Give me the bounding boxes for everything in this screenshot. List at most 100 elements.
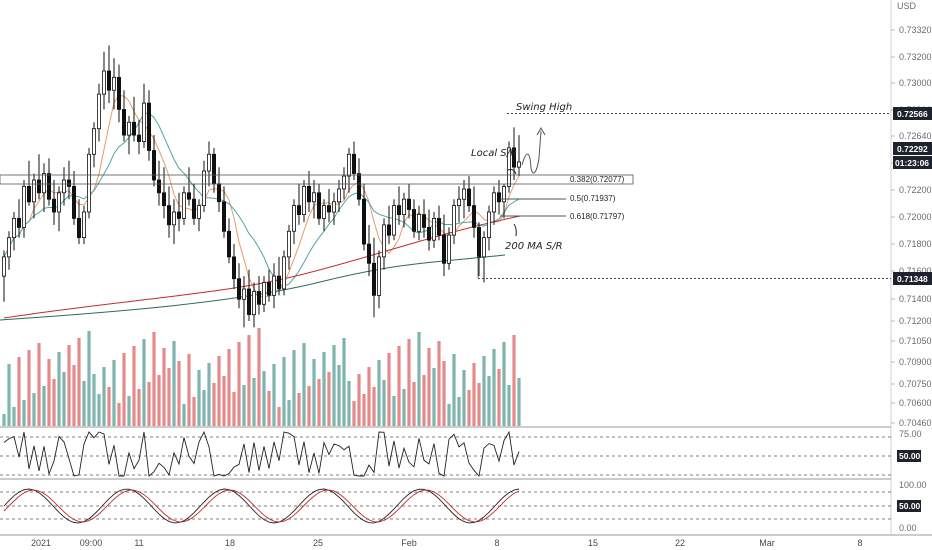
volume-bar <box>212 383 216 426</box>
volume-bar <box>277 407 281 426</box>
price-tick-label: 0.72000 <box>899 212 932 222</box>
candle-body <box>461 188 466 200</box>
candle-body <box>471 205 476 228</box>
candle-body <box>296 205 301 216</box>
volume-bar <box>152 332 156 426</box>
projection-arrowhead <box>536 126 546 136</box>
volume-bar <box>2 414 6 426</box>
volume-bar <box>377 360 381 426</box>
candle-body <box>11 217 16 238</box>
price-tick-label: 0.71400 <box>899 294 932 304</box>
candle-body <box>102 70 107 95</box>
candle-body <box>191 198 196 219</box>
candle-body <box>301 185 306 215</box>
candle-body <box>321 205 326 219</box>
price-tick-label: 0.72200 <box>899 185 932 195</box>
volume-bar <box>417 332 421 426</box>
volume-bar <box>452 354 456 426</box>
volume-bar <box>257 328 261 426</box>
candle-body <box>336 188 341 203</box>
fib-label-0382: 0.382(0.72077) <box>570 175 625 184</box>
volume-bar <box>422 375 426 426</box>
candle-body <box>32 179 37 203</box>
volume-bar <box>427 348 431 426</box>
volume-bar <box>192 397 196 426</box>
candle-body <box>376 256 381 296</box>
annotation-swing-high: Swing High <box>516 102 572 113</box>
candle-body <box>396 205 401 216</box>
volume-bar <box>382 380 386 426</box>
candle-body <box>87 153 92 213</box>
price-tick-label: 0.71800 <box>899 239 932 249</box>
candle-body <box>391 205 396 236</box>
volume-bar <box>237 342 241 426</box>
candle-body <box>401 198 406 215</box>
volume-bar <box>432 368 436 426</box>
volume-bar <box>232 392 236 426</box>
price-tick-label: 0.73320 <box>899 25 932 35</box>
candle-body <box>446 234 451 264</box>
price-tick-label: 0.73200 <box>899 52 932 62</box>
candle-body <box>286 230 291 258</box>
rsi-label-75: 75.00 <box>899 429 922 439</box>
candle-body <box>52 198 57 213</box>
candle-body <box>196 205 201 219</box>
stoch-k-line <box>3 488 520 524</box>
stoch-label-0: 0.00 <box>899 523 917 533</box>
volume-bar <box>442 361 446 426</box>
moving-averages <box>0 94 521 321</box>
volume-bar <box>12 407 16 426</box>
candle-body <box>256 291 261 305</box>
countdown-tag: 01:23:06 <box>893 156 932 169</box>
volume-bar <box>482 356 486 426</box>
volume-bar <box>372 387 376 426</box>
volume-bar <box>267 391 271 426</box>
volume-bar <box>7 364 11 426</box>
volume-bar <box>302 343 306 426</box>
candle-body <box>466 188 471 207</box>
price-tick-label: 0.71200 <box>899 316 932 326</box>
price-tick-label: 0.71600 <box>899 266 932 276</box>
candle-body <box>346 153 351 177</box>
candle-body <box>47 173 52 200</box>
volume-bar <box>217 356 221 426</box>
volume-bar <box>502 342 506 426</box>
svg-text:50.00: 50.00 <box>899 501 921 511</box>
candle-body <box>261 282 266 305</box>
price-tick-label: 0.70600 <box>899 398 932 408</box>
time-axis: 2021 09:00 11 18 25 Feb 8 15 22 Mar 8 <box>31 538 863 548</box>
stoch-label-100: 100.00 <box>899 480 927 490</box>
volume-bar <box>62 372 66 426</box>
volume-bar <box>82 381 86 426</box>
candle-body <box>216 183 221 203</box>
volume-bar <box>57 352 61 426</box>
candle-body <box>107 70 112 91</box>
time-tick-label: 18 <box>225 538 235 548</box>
stoch-pane <box>0 488 891 524</box>
volume-bar <box>142 339 146 426</box>
volume-bar <box>362 394 366 426</box>
volume-bar <box>157 375 161 426</box>
time-tick-label: Feb <box>401 538 417 548</box>
candle-body <box>341 175 346 190</box>
horizontal-levels <box>0 113 891 279</box>
candle-body <box>326 205 331 213</box>
volume-bars <box>2 328 521 426</box>
volume-bar <box>317 379 321 426</box>
candle-body <box>266 282 271 296</box>
time-tick-label: 15 <box>588 538 598 548</box>
candle-body <box>512 147 517 168</box>
candle-body <box>112 77 117 91</box>
candle-body <box>486 211 491 239</box>
volume-bar <box>47 359 51 426</box>
volume-bar <box>37 343 41 426</box>
candle-body <box>381 224 386 258</box>
volume-bar <box>387 353 391 426</box>
volume-bar <box>312 359 316 426</box>
candle-body <box>491 192 496 213</box>
volume-bar <box>227 349 231 426</box>
volume-bar <box>297 393 301 426</box>
volume-bar <box>397 346 401 426</box>
volume-bar <box>467 390 471 426</box>
candle-body <box>356 173 361 200</box>
